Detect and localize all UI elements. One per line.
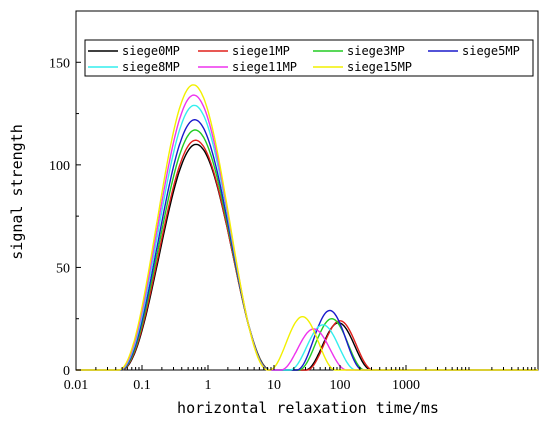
- x-tick-label: 1000: [392, 378, 420, 393]
- x-axis-title: horizontal relaxation time/ms: [177, 399, 439, 417]
- y-axis-title: signal strength: [8, 124, 26, 259]
- y-tick-label: 0: [63, 364, 70, 379]
- legend-label-siege15MP: siege15MP: [347, 60, 412, 74]
- legend-label-siege8MP: siege8MP: [122, 60, 180, 74]
- x-tick-label: 0.01: [64, 378, 89, 393]
- x-tick-label: 100: [330, 378, 351, 393]
- series-line-siege15MP: [76, 84, 538, 371]
- series-layer: [76, 84, 538, 371]
- x-tick-label: 0.1: [133, 378, 151, 393]
- series-line-siege1MP: [76, 139, 538, 371]
- series-line-siege8MP: [76, 104, 538, 371]
- legend-label-siege1MP: siege1MP: [232, 44, 290, 58]
- y-tick-label: 150: [49, 56, 70, 71]
- legend-label-siege11MP: siege11MP: [232, 60, 297, 74]
- legend-label-siege0MP: siege0MP: [122, 44, 180, 58]
- y-tick-label: 100: [49, 159, 70, 174]
- series-line-siege0MP: [76, 143, 538, 371]
- y-tick-label: 50: [56, 261, 70, 276]
- x-tick-label: 10: [267, 378, 281, 393]
- legend: siege0MP siege1MP siege3MP siege5MP siege8MP…: [84, 39, 534, 77]
- series-line-siege11MP: [76, 94, 538, 371]
- x-tick-label: 1: [205, 378, 212, 393]
- legend-label-siege3MP: siege3MP: [347, 44, 405, 58]
- legend-label-siege5MP: siege5MP: [462, 44, 520, 58]
- axis-layer: 0.01 0.1 1 10 100 1000 0 50 100 150: [49, 56, 536, 393]
- legend-box: [84, 39, 534, 77]
